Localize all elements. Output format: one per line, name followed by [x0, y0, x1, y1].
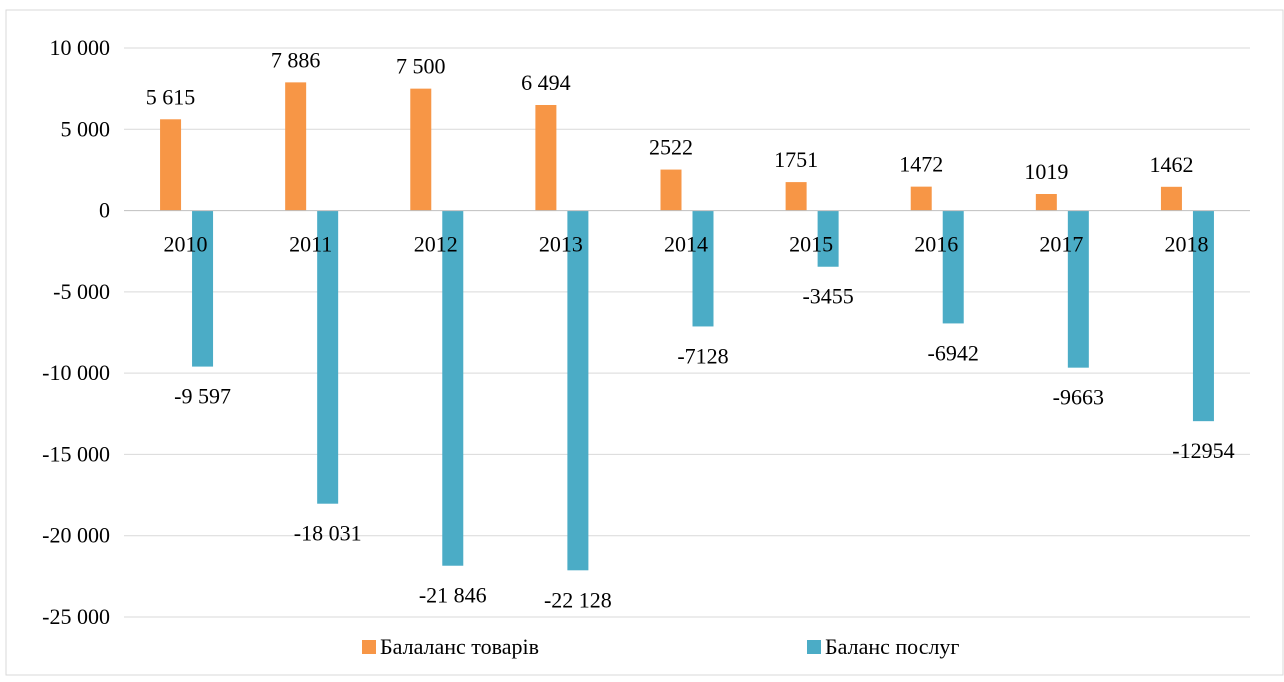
legend-label: Баланс послуг: [825, 634, 959, 659]
data-label-goods: 2522: [649, 135, 693, 160]
x-axis-category-labels: 2010 2011 2012 2013 2014 2015 2016 2017 2018: [164, 232, 1209, 257]
data-label-services: -7128: [677, 343, 728, 368]
data-label-goods: 6 494: [521, 70, 571, 95]
bar-services-balance: [817, 210, 839, 267]
data-label-services: -6942: [928, 340, 979, 365]
data-label-services: -9 597: [174, 384, 231, 409]
x-category-label: 2017: [1039, 232, 1083, 257]
bar-goods-balance: [660, 169, 682, 211]
bar-services-balance: [692, 210, 714, 327]
x-category-label: 2011: [289, 232, 332, 257]
legend: Балаланс товарів Баланс послуг: [362, 634, 959, 659]
bar-services-balance: [442, 210, 464, 566]
bar-goods-balance: [1160, 186, 1182, 211]
y-tick-label: 0: [99, 198, 110, 223]
bar-services-balance: [1067, 210, 1089, 368]
data-label-goods: 1019: [1024, 159, 1068, 184]
x-category-label: 2010: [164, 232, 208, 257]
data-label-goods: 7 500: [396, 54, 446, 79]
data-labels: 5 615 -9 597 7 886 -18 031 7 500 -21 846 6 494…: [146, 47, 1235, 612]
y-tick-label: 10 000: [50, 35, 111, 60]
data-label-services: -22 128: [544, 587, 612, 612]
bar-goods-balance: [410, 88, 432, 211]
y-tick-label: -25 000: [42, 604, 110, 629]
y-tick-label: -15 000: [42, 441, 110, 466]
bar-goods-balance: [910, 186, 932, 211]
data-label-services: -9663: [1053, 385, 1104, 410]
bar-services-balance: [192, 210, 214, 367]
data-label-services: -18 031: [294, 521, 362, 546]
bar-goods-balance: [535, 104, 557, 211]
data-label-services: -12954: [1172, 438, 1234, 463]
data-label-goods: 1751: [774, 147, 818, 172]
x-category-label: 2012: [414, 232, 458, 257]
x-category-label: 2015: [789, 232, 833, 257]
y-tick-label: -10 000: [42, 360, 110, 385]
x-category-label: 2014: [664, 232, 708, 257]
bar-services-balance: [942, 210, 964, 324]
x-category-label: 2013: [539, 232, 583, 257]
y-tick-label: 5 000: [61, 116, 111, 141]
legend-label: Балаланс товарів: [380, 634, 539, 659]
bar-services-balance: [317, 210, 339, 504]
bars: [160, 82, 1214, 571]
y-axis-ticks: 10 000 5 000 0 -5 000 -10 000 -15 000 -20 000 -…: [42, 35, 110, 629]
bar-goods-balance: [160, 119, 182, 211]
y-tick-label: -20 000: [42, 523, 110, 548]
bar-goods-balance: [785, 182, 807, 211]
x-category-label: 2016: [914, 232, 958, 257]
data-label-goods: 5 615: [146, 84, 196, 109]
data-label-goods: 1462: [1149, 152, 1193, 177]
y-tick-label: -5 000: [53, 279, 110, 304]
data-label-goods: 7 886: [271, 47, 321, 72]
x-category-label: 2018: [1164, 232, 1208, 257]
data-label-services: -21 846: [419, 583, 487, 608]
gridlines: [124, 47, 1250, 618]
bar-goods-balance: [1035, 194, 1057, 211]
data-label-services: -3455: [802, 284, 853, 309]
legend-swatch: [807, 640, 821, 654]
bar-services-balance: [567, 210, 589, 571]
bar-services-balance: [1192, 210, 1214, 422]
data-label-goods: 1472: [899, 152, 943, 177]
bar-goods-balance: [285, 82, 307, 211]
legend-swatch: [362, 640, 376, 654]
